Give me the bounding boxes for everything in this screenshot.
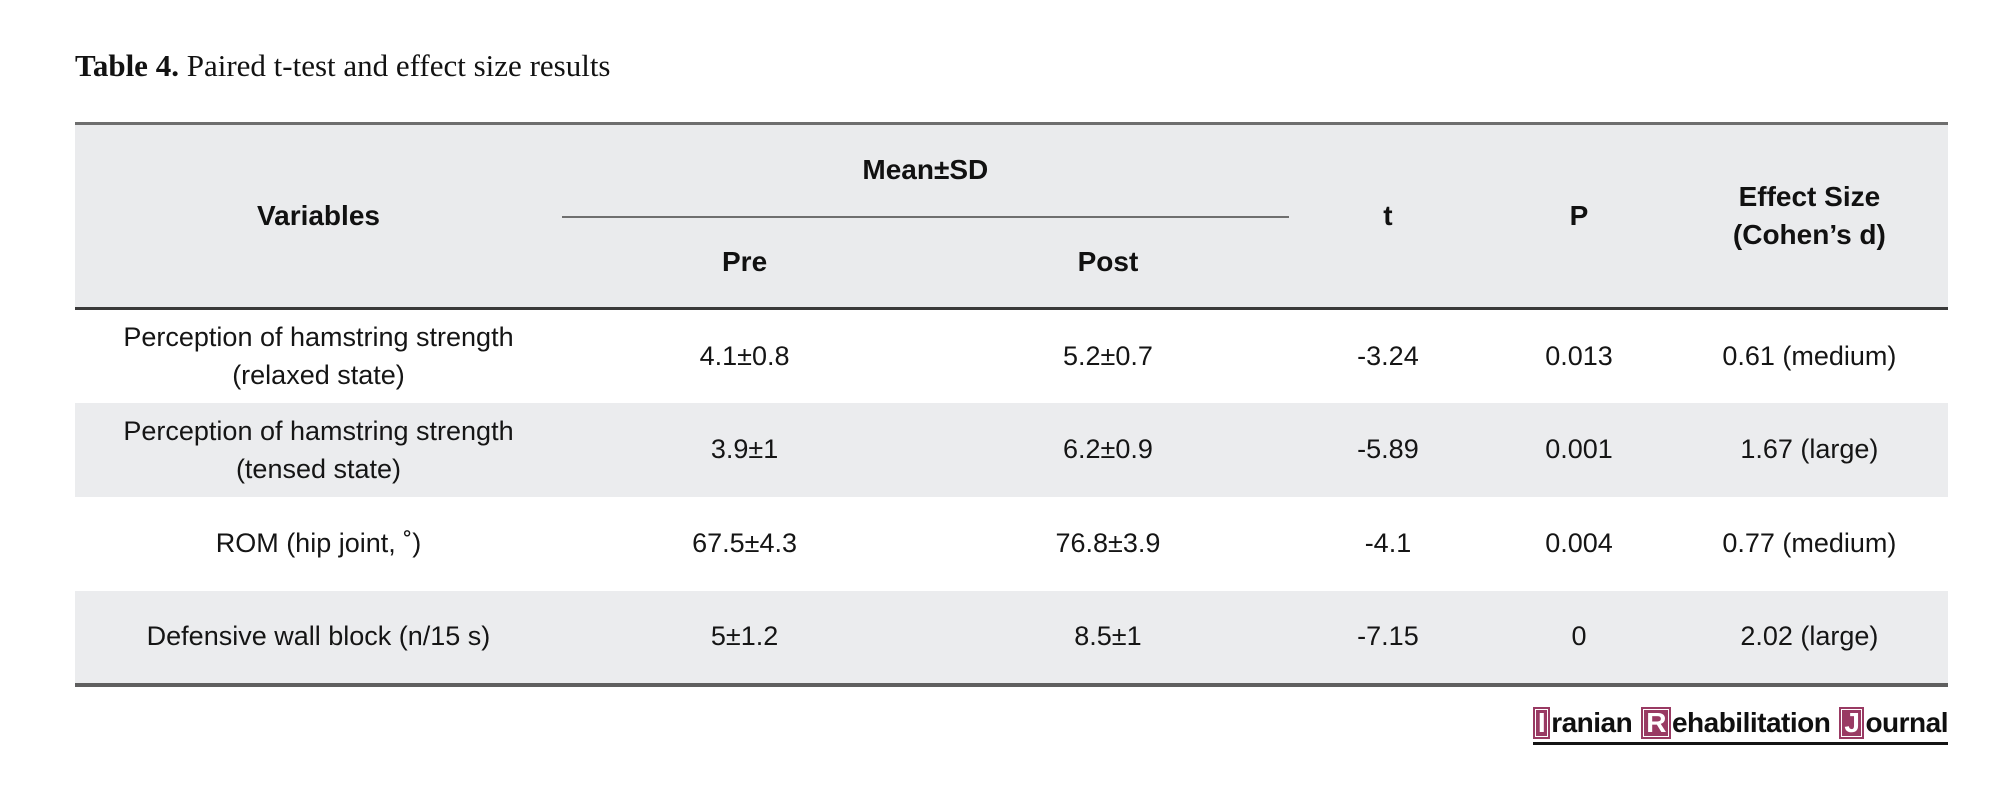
cell-t: -5.89 [1288,402,1488,497]
cell-post: 5.2±0.7 [1063,340,1153,371]
cell-variable: Defensive wall block (n/15 s) [75,590,562,687]
cell-post: 76.8±3.9 [1055,528,1161,558]
logo-initial-j: J [1839,706,1865,739]
cell-p: 0 [1487,590,1671,687]
column-header-post: Post [927,216,1289,310]
column-header-p: P [1487,123,1671,310]
cell-effect-size: 2.02 (large) [1670,590,1948,687]
column-header-variables: Variables [75,123,562,310]
logo-word-rest: ranian [1551,706,1633,738]
column-header-t: t [1288,123,1488,310]
logo-initial-r: R [1641,706,1671,739]
cell-t: -3.24 [1357,340,1419,371]
table-row: Defensive wall block (n/15 s) 5±1.2 8.5±… [75,590,1948,687]
cell-p: 0.013 [1545,340,1613,371]
cell-pre: 67.5±4.3 [692,528,798,558]
table-row: ROM (hip joint, ˚) 67.5±4.3 76.8±3.9 -4.… [75,497,1948,591]
logo-word-rest: ehabilitation [1671,706,1831,738]
column-header-effect-size: Effect Size (Cohen’s d) [1670,123,1948,310]
logo-initial-i: I [1532,706,1551,739]
table-row: Perception of hamstring strength (relaxe… [75,309,1948,403]
logo-word-rest: ournal [1865,706,1948,738]
cell-p: 0.001 [1487,402,1671,497]
cell-t: -7.15 [1288,590,1488,687]
cell-post: 8.5±1 [927,590,1289,687]
cell-variable: Perception of hamstring strength (relaxe… [123,322,514,391]
table-body: Perception of hamstring strength (relaxe… [75,309,1948,687]
cell-effect-size: 0.77 (medium) [1722,528,1897,558]
table-caption: Table 4. Paired t-test and effect size r… [75,46,1948,86]
cell-variable: Perception of hamstring strength (tensed… [75,402,562,497]
cell-pre: 4.1±0.8 [699,340,790,371]
cell-variable: ROM (hip joint, ˚) [215,528,422,558]
cell-p: 0.004 [1545,528,1613,558]
table-row: Perception of hamstring strength (tensed… [75,402,1948,497]
table-header: Variables Mean±SD t P Effect Size (Cohen… [75,123,1948,310]
results-table: Variables Mean±SD t P Effect Size (Cohen… [75,122,1948,687]
cell-effect-size: 0.61 (medium) [1722,340,1897,371]
cell-effect-size: 1.67 (large) [1670,402,1948,497]
column-header-mean-sd: Mean±SD [561,123,1289,218]
table-caption-text: Paired t-test and effect size results [178,48,611,83]
cell-pre: 5±1.2 [561,590,928,687]
cell-t: -4.1 [1364,528,1412,558]
cell-post: 6.2±0.9 [927,402,1289,497]
table-caption-label: Table 4. [75,48,179,83]
cell-pre: 3.9±1 [561,402,928,497]
column-header-pre: Pre [561,216,928,310]
